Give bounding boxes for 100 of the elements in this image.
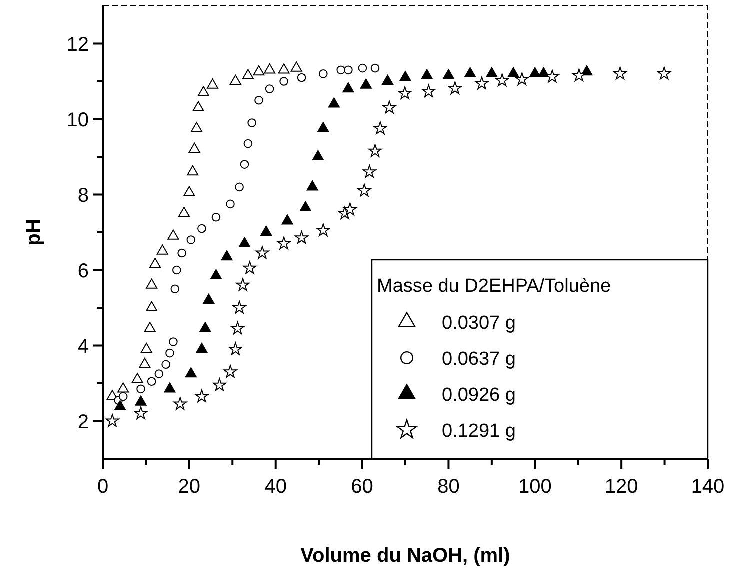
point — [421, 69, 433, 80]
y-tick-label: 2 — [78, 411, 89, 434]
point — [464, 67, 476, 78]
point — [277, 236, 291, 250]
point — [185, 367, 197, 378]
point — [546, 70, 560, 83]
point — [362, 165, 376, 178]
point — [295, 231, 309, 244]
point — [146, 278, 158, 289]
y-tick-label: 8 — [78, 184, 89, 207]
point — [174, 397, 188, 410]
point — [231, 322, 245, 335]
point — [226, 200, 235, 209]
point — [290, 62, 302, 72]
point — [162, 360, 170, 370]
point — [114, 400, 126, 410]
point — [243, 261, 257, 274]
point — [442, 69, 454, 80]
point — [318, 70, 328, 78]
point — [342, 82, 354, 93]
x-tick-label: 40 — [264, 476, 287, 498]
x-tick-label: 120 — [604, 476, 638, 498]
point — [195, 390, 209, 402]
point — [212, 378, 226, 392]
y-axis-title: pH — [23, 219, 45, 246]
point — [172, 266, 182, 275]
point — [134, 406, 148, 420]
point — [265, 84, 274, 94]
point — [614, 66, 627, 80]
point — [280, 77, 288, 86]
point — [244, 139, 253, 148]
point — [358, 184, 372, 197]
point — [235, 182, 244, 192]
point — [156, 244, 168, 255]
point — [398, 86, 412, 100]
point — [169, 338, 178, 346]
point — [360, 78, 372, 89]
x-axis-title: Volume du NaOH, (ml) — [300, 545, 510, 567]
point — [212, 213, 221, 222]
point — [164, 382, 176, 393]
point — [168, 230, 180, 240]
y-tick-label: 6 — [78, 260, 89, 282]
x-tick-label: 80 — [438, 476, 460, 498]
point — [221, 250, 233, 261]
point — [264, 64, 276, 74]
legend-label: 0.0637 g — [442, 349, 516, 370]
point — [236, 278, 250, 292]
point — [238, 237, 251, 248]
y-tick-label: 12 — [66, 34, 89, 56]
point — [240, 160, 250, 169]
point — [248, 118, 256, 128]
point — [139, 358, 151, 368]
point — [132, 373, 144, 384]
point — [191, 122, 203, 132]
point — [144, 322, 156, 332]
point — [186, 236, 196, 244]
point — [106, 414, 120, 428]
point — [312, 150, 324, 161]
point — [200, 322, 212, 332]
point — [278, 64, 290, 74]
point — [146, 301, 158, 312]
legend-label: 0.1291 g — [442, 421, 516, 442]
point — [508, 67, 520, 78]
x-tick-label: 20 — [178, 476, 201, 498]
point — [154, 370, 164, 378]
point — [260, 226, 272, 236]
point — [232, 300, 246, 314]
point — [147, 377, 156, 386]
x-tick-label: 60 — [351, 476, 374, 498]
point — [422, 84, 436, 98]
point — [515, 72, 529, 86]
point — [192, 101, 204, 112]
point — [188, 142, 200, 153]
point — [118, 382, 130, 393]
point — [658, 66, 672, 80]
point — [198, 224, 206, 234]
point — [136, 384, 146, 394]
point — [318, 122, 330, 132]
point — [297, 73, 306, 82]
point — [184, 186, 196, 196]
point — [374, 122, 388, 134]
point — [344, 66, 353, 75]
point — [187, 166, 199, 176]
point — [382, 74, 394, 86]
point — [228, 342, 242, 356]
point — [486, 67, 498, 78]
point — [370, 64, 380, 73]
point — [150, 258, 162, 268]
point — [253, 65, 265, 76]
point — [300, 201, 312, 212]
point — [496, 74, 510, 87]
point — [382, 100, 396, 114]
point — [328, 98, 340, 108]
point — [224, 365, 238, 378]
point — [529, 67, 541, 78]
point — [306, 180, 318, 191]
point — [336, 66, 346, 75]
point — [538, 67, 550, 78]
point — [316, 224, 330, 236]
point — [178, 207, 190, 218]
